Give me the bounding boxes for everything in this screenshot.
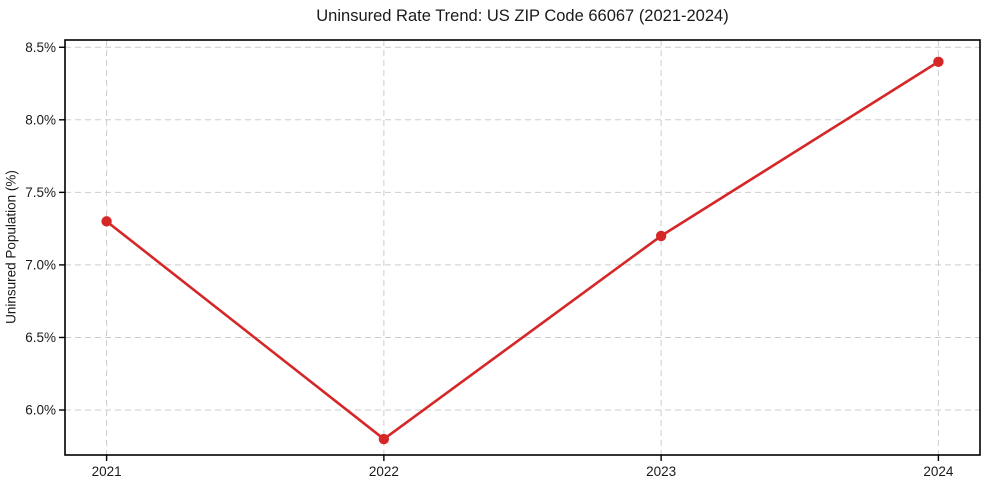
y-tick-label: 6.5% <box>25 330 56 345</box>
data-point-marker <box>933 56 944 67</box>
x-tick-label: 2024 <box>923 464 954 479</box>
data-point-marker <box>101 216 112 227</box>
y-tick-label: 8.5% <box>25 40 56 55</box>
y-tick-label: 7.0% <box>25 257 56 272</box>
chart-title: Uninsured Rate Trend: US ZIP Code 66067 … <box>316 7 729 25</box>
y-tick-label: 7.5% <box>25 185 56 200</box>
x-tick-label: 2023 <box>646 464 676 479</box>
y-tick-label: 8.0% <box>25 112 56 127</box>
trend-line <box>105 60 940 441</box>
x-tick-label: 2022 <box>369 464 399 479</box>
x-tick-label: 2021 <box>92 464 122 479</box>
data-point-marker <box>655 230 667 242</box>
plot-border <box>64 39 981 456</box>
data-point-marker <box>378 433 390 445</box>
y-tick-label: 6.0% <box>25 403 56 418</box>
